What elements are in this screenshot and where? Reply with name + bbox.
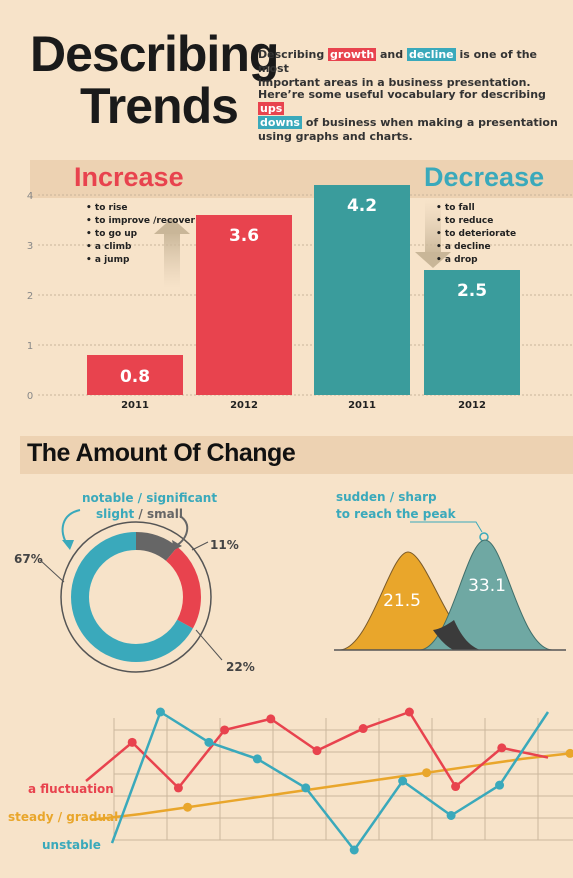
increase-vocab-item: to improve /recover <box>86 215 195 228</box>
donut-label-notable: notable / significant <box>82 491 218 505</box>
donut-segments <box>71 532 201 662</box>
change-title: The Amount Of Change <box>27 439 296 467</box>
peak-pointer-line <box>410 521 483 533</box>
highlight-ups: ups <box>258 102 285 115</box>
fluctuation-point <box>220 725 230 735</box>
unstable-point <box>301 783 311 793</box>
unstable-point <box>155 707 165 717</box>
decrease-vocab-item: a decline <box>436 241 516 254</box>
steady-point <box>422 768 432 778</box>
bar-year-label: 2012 <box>458 400 486 411</box>
increase-label: Increase <box>74 162 184 192</box>
donut-pct-red: 22% <box>226 660 255 674</box>
pointer-line-22 <box>195 629 223 661</box>
curved-arrow-left-head <box>62 540 74 550</box>
increase-vocab-item: a jump <box>86 254 195 267</box>
fluctuation-point <box>127 737 137 747</box>
bar-year-label: 2012 <box>230 400 258 411</box>
highlight-growth: growth <box>328 48 377 61</box>
title-describing: Describing <box>30 26 279 82</box>
highlight-downs: downs <box>258 116 302 129</box>
bar-year-label: 2011 <box>121 400 149 411</box>
unstable-point <box>495 780 505 790</box>
decrease-vocab-list: to fall to reduce to deteriorate a decli… <box>436 202 516 267</box>
steady-label: steady / gradual <box>8 810 119 824</box>
intro-paragraph-2: Here’re some useful vocabulary for descr… <box>258 88 558 143</box>
bar-value-label: 3.6 <box>229 226 259 246</box>
steady-line <box>91 752 571 821</box>
donut-label-slight-small: slight / small <box>96 507 183 521</box>
decrease-vocab-item: to reduce <box>436 215 516 228</box>
bar-year-label: 2011 <box>348 400 376 411</box>
bar <box>196 215 292 395</box>
unstable-line <box>110 710 550 852</box>
unstable-point <box>398 776 408 786</box>
pointer-line-67 <box>39 559 65 583</box>
highlight-decline: decline <box>406 48 456 61</box>
decrease-vocab-item: a drop <box>436 254 516 267</box>
y-tick-label: 1 <box>27 341 33 352</box>
increase-band <box>30 160 573 198</box>
unstable-point <box>204 737 214 747</box>
donut-outer-ring <box>60 521 212 673</box>
change-band <box>20 436 573 474</box>
decrease-label: Decrease <box>424 162 545 192</box>
unstable-point <box>349 845 359 855</box>
fluctuation-label: a fluctuation <box>28 782 114 796</box>
donut-pct-large: 67% <box>14 552 43 566</box>
pointer-line-11 <box>191 541 209 551</box>
y-tick-label: 3 <box>27 241 33 252</box>
unstable-label: unstable <box>42 838 101 852</box>
fluctuation-point <box>451 782 461 792</box>
peak-label-line2: to reach the peak <box>336 507 456 521</box>
title-trends: Trends <box>80 78 239 134</box>
bell-curve-overlap <box>433 620 480 650</box>
y-tick-label: 2 <box>27 291 33 302</box>
bell-value-teal: 33.1 <box>468 576 506 596</box>
fluctuation-point <box>312 746 322 756</box>
decrease-vocab-item: to fall <box>436 202 516 215</box>
intro-paragraph-1: Describing growth and decline is one of … <box>258 48 538 89</box>
donut-segment-teal <box>71 532 201 662</box>
bell-curves: 21.5 33.1 <box>334 521 566 651</box>
steady-point <box>565 748 573 758</box>
fluctuation-point <box>266 714 276 724</box>
increase-vocab-item: a climb <box>86 241 195 254</box>
y-tick-label: 4 <box>27 191 33 202</box>
increase-vocab-item: to go up <box>86 228 195 241</box>
fluctuation-point <box>358 724 368 734</box>
donut-pct-gray: 11% <box>210 538 239 552</box>
peak-label-line1: sudden / sharp <box>336 490 437 504</box>
increase-vocab-list: to rise to improve /recover to go up a c… <box>86 202 195 267</box>
trend-bars: 0.8 2011 3.6 2012 4.2 2011 2.5 2012 <box>87 185 520 411</box>
fluctuation-point <box>173 783 183 793</box>
curved-arrow-right-icon <box>175 515 189 547</box>
curved-arrow-right-head <box>172 540 182 550</box>
steady-point <box>183 802 193 812</box>
line-chart <box>85 707 573 855</box>
y-tick-label: 0 <box>27 391 33 402</box>
bar <box>87 355 183 395</box>
bar-value-label: 4.2 <box>347 196 377 216</box>
fluctuation-point <box>497 743 507 753</box>
bar-value-label: 0.8 <box>120 367 150 387</box>
bell-value-orange: 21.5 <box>383 591 421 611</box>
fluctuation-point <box>404 707 414 717</box>
decrease-vocab-item: to deteriorate <box>436 228 516 241</box>
increase-vocab-item: to rise <box>86 202 195 215</box>
bar <box>314 185 410 395</box>
bar-value-label: 2.5 <box>457 281 487 301</box>
line-chart-series <box>85 707 573 855</box>
donut-chart <box>39 509 223 673</box>
unstable-point <box>446 811 456 820</box>
unstable-point <box>252 754 262 764</box>
donut-segment-red <box>71 532 201 662</box>
bar <box>424 270 520 395</box>
